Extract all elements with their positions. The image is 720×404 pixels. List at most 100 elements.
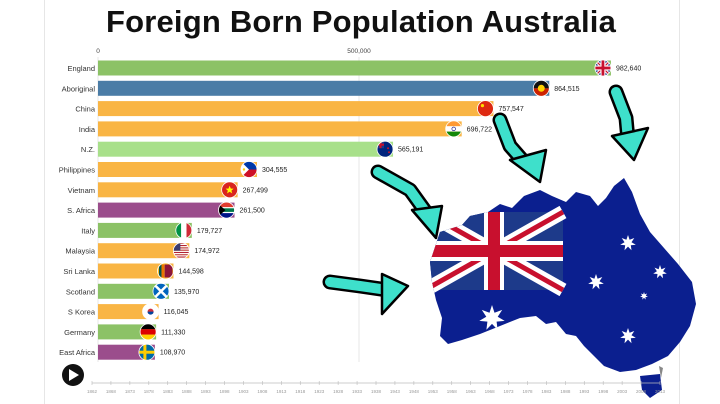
arrowhead-icon [508,148,548,184]
bar [98,283,169,299]
category-label: S. Africa [67,206,96,215]
value-label: 565,191 [398,147,423,154]
south-africa-flag-icon [218,202,235,219]
timeline-year-label: 1873 [125,389,136,394]
vietnam-flag-icon [221,181,238,198]
china-flag-icon [477,100,494,117]
arrowhead-icon [380,272,410,316]
timeline-year-label: 1963 [466,389,477,394]
timeline-year-label: 1868 [106,389,117,394]
category-label: England [67,64,95,73]
star-icon [640,292,648,300]
value-label: 174,972 [194,248,219,255]
timeline-axis: 1862 1868 1873 1878 1883 1888 1893 1898 1903 1908… [87,366,666,394]
value-label: 304,555 [262,167,287,174]
bar [98,121,462,137]
sweden-flag-icon [138,344,155,361]
bar [98,202,235,218]
bar-row: China 757,547 [75,100,524,117]
value-label: 982,640 [616,66,641,73]
bar-row: Scotland 135,970 [66,282,199,300]
germany-flag-icon [140,323,157,340]
bar-row: Germany 111,330 [64,323,185,341]
category-label: Malaysia [65,247,95,256]
usa-flag-icon [173,242,190,259]
value-label: 135,970 [174,289,199,296]
star-icon [620,235,636,251]
south-korea-flag-icon [142,303,159,320]
scotland-flag-icon [152,283,169,300]
star-icon [588,274,604,290]
timeline-year-label: 1973 [504,389,515,394]
timeline-year-label: 1998 [598,389,609,394]
bar [98,263,174,279]
timeline-year-label: 1983 [541,389,552,394]
timeline-year-label: 2013 [655,389,666,394]
bar-row: India 696,722 [79,120,492,138]
bar-row: Philippines 304,555 [59,161,287,178]
value-label: 144,598 [178,269,203,276]
bar [98,80,550,96]
timeline-year-label: 1958 [447,389,458,394]
bar-row: Sri Lanka 144,598 [63,262,204,280]
timeline-year-label: 1913 [276,389,287,394]
decoration-layer [322,84,696,398]
arrowhead-icon [410,204,444,240]
category-label: India [79,125,96,134]
timeline-marker-icon [659,366,663,378]
category-label: China [75,105,95,114]
timeline-year-label: 1953 [428,389,439,394]
bar-row: Malaysia 174,972 [65,242,220,260]
bar [98,141,394,157]
timeline-year-label: 1933 [352,389,363,394]
bar [98,101,494,117]
timeline-year-label: 1893 [201,389,212,394]
australia-flag-map [430,178,696,372]
italy-flag-icon [175,222,192,239]
bar [98,243,190,259]
category-label: Scotland [66,287,95,296]
bars-layer: England 982,640 Aboriginal 864,515 China 757,… [59,59,641,361]
bar [98,162,257,177]
timeline-year-label: 1903 [238,389,249,394]
india-flag-icon [445,120,462,137]
timeline-year-label: 1918 [295,389,306,394]
tasmania-shape [640,374,662,398]
x-tick-label: 0 [96,48,100,55]
category-label: Sri Lanka [63,267,96,276]
value-label: 267,499 [243,187,268,194]
value-label: 864,515 [554,86,579,93]
player-controls[interactable] [62,364,84,386]
bar-row: S Korea 116,045 [68,303,188,321]
bar-row: England 982,640 [67,59,641,77]
philippines-flag-icon [240,161,257,178]
bar-row: N.Z. 565,191 [81,140,423,158]
value-label: 111,330 [161,329,185,336]
category-label: Philippines [59,166,96,175]
bar-row: Italy 179,727 [81,221,222,239]
nz-flag-icon [377,141,394,158]
category-label: S Korea [68,308,96,317]
category-label: N.Z. [81,145,95,154]
timeline-year-label: 1993 [579,389,590,394]
value-label: 108,970 [160,350,185,357]
play-icon [69,369,79,381]
value-label: 696,722 [467,126,492,133]
timeline-year-label: 1938 [371,389,382,394]
timeline-year-label: 1898 [220,389,231,394]
bar-row: East Africa 108,970 [59,343,185,361]
timeline-year-label: 1968 [485,389,496,394]
value-label: 261,500 [240,208,265,215]
timeline-year-label: 1948 [409,389,420,394]
chart-title: Foreign Born Population Australia [105,4,617,39]
category-label: Germany [64,328,95,337]
timeline-year-label: 1943 [390,389,401,394]
uk-flag-icon [594,60,611,76]
timeline-year-label: 1928 [333,389,344,394]
sri-lanka-flag-icon [157,263,174,279]
play-button[interactable] [62,364,84,386]
category-label: East Africa [59,348,96,357]
value-label: 179,727 [197,228,222,235]
category-label: Vietnam [68,186,95,195]
